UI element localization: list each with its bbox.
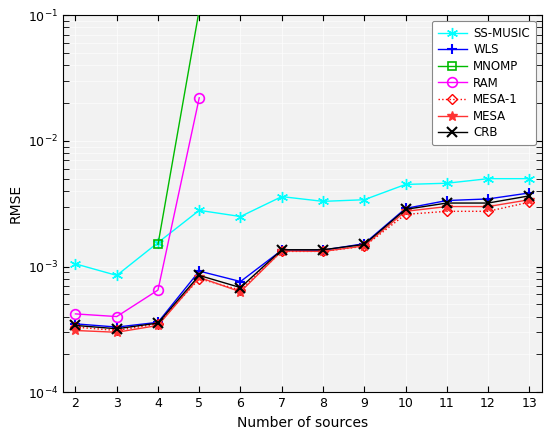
SS-MUSIC [113, 273, 120, 278]
WLS [361, 241, 367, 246]
Line: CRB: CRB [70, 191, 534, 334]
MESA-1 [320, 249, 326, 254]
SS-MUSIC [155, 240, 161, 245]
MESA [402, 208, 409, 214]
CRB [526, 193, 532, 198]
MESA-1 [237, 287, 244, 293]
SS-MUSIC [278, 194, 285, 199]
MESA [485, 204, 491, 209]
WLS [113, 325, 120, 330]
CRB [196, 273, 202, 278]
WLS [237, 279, 244, 284]
CRB [278, 247, 285, 252]
MESA [72, 328, 79, 333]
SS-MUSIC [361, 197, 367, 202]
X-axis label: Number of sources: Number of sources [237, 416, 368, 430]
Line: WLS: WLS [70, 188, 534, 332]
RAM [72, 311, 79, 317]
Line: MESA: MESA [70, 195, 534, 337]
MESA [278, 248, 285, 254]
MESA [361, 243, 367, 248]
WLS [402, 206, 409, 211]
SS-MUSIC [402, 182, 409, 187]
MESA [155, 323, 161, 328]
Y-axis label: RMSE: RMSE [8, 184, 23, 223]
Line: RAM: RAM [70, 93, 204, 321]
MESA-1 [196, 276, 202, 281]
CRB [402, 207, 409, 212]
WLS [320, 247, 326, 253]
CRB [72, 323, 79, 328]
MESA-1 [155, 321, 161, 326]
SS-MUSIC [237, 214, 244, 219]
MESA-1 [485, 208, 491, 214]
MESA [113, 330, 120, 335]
WLS [485, 196, 491, 201]
MESA [443, 204, 450, 209]
SS-MUSIC [443, 180, 450, 186]
WLS [72, 321, 79, 326]
CRB [485, 201, 491, 206]
MESA-1 [526, 200, 532, 205]
RAM [113, 314, 120, 319]
SS-MUSIC [72, 261, 79, 266]
SS-MUSIC [485, 176, 491, 181]
MESA [237, 289, 244, 294]
CRB [320, 247, 326, 252]
SS-MUSIC [526, 176, 532, 181]
WLS [526, 191, 532, 196]
MESA-1 [361, 244, 367, 249]
MESA-1 [402, 212, 409, 217]
WLS [155, 320, 161, 325]
SS-MUSIC [196, 208, 202, 213]
MESA-1 [113, 328, 120, 333]
CRB [361, 242, 367, 247]
RAM [155, 287, 161, 293]
MESA-1 [72, 325, 79, 330]
WLS [196, 268, 202, 274]
CRB [113, 326, 120, 332]
WLS [278, 247, 285, 253]
CRB [155, 321, 161, 326]
CRB [237, 285, 244, 290]
Line: SS-MUSIC: SS-MUSIC [70, 173, 535, 281]
RAM [196, 95, 202, 100]
MESA-1 [278, 249, 285, 254]
Legend: SS-MUSIC, WLS, MNOMP, RAM, MESA-1, MESA, CRB: SS-MUSIC, WLS, MNOMP, RAM, MESA-1, MESA,… [432, 21, 536, 145]
MESA [526, 197, 532, 202]
MESA [196, 275, 202, 280]
MESA [320, 249, 326, 254]
CRB [443, 201, 450, 206]
WLS [443, 198, 450, 203]
SS-MUSIC [320, 199, 326, 204]
Line: MESA-1: MESA-1 [72, 199, 533, 334]
MESA-1 [443, 208, 450, 214]
